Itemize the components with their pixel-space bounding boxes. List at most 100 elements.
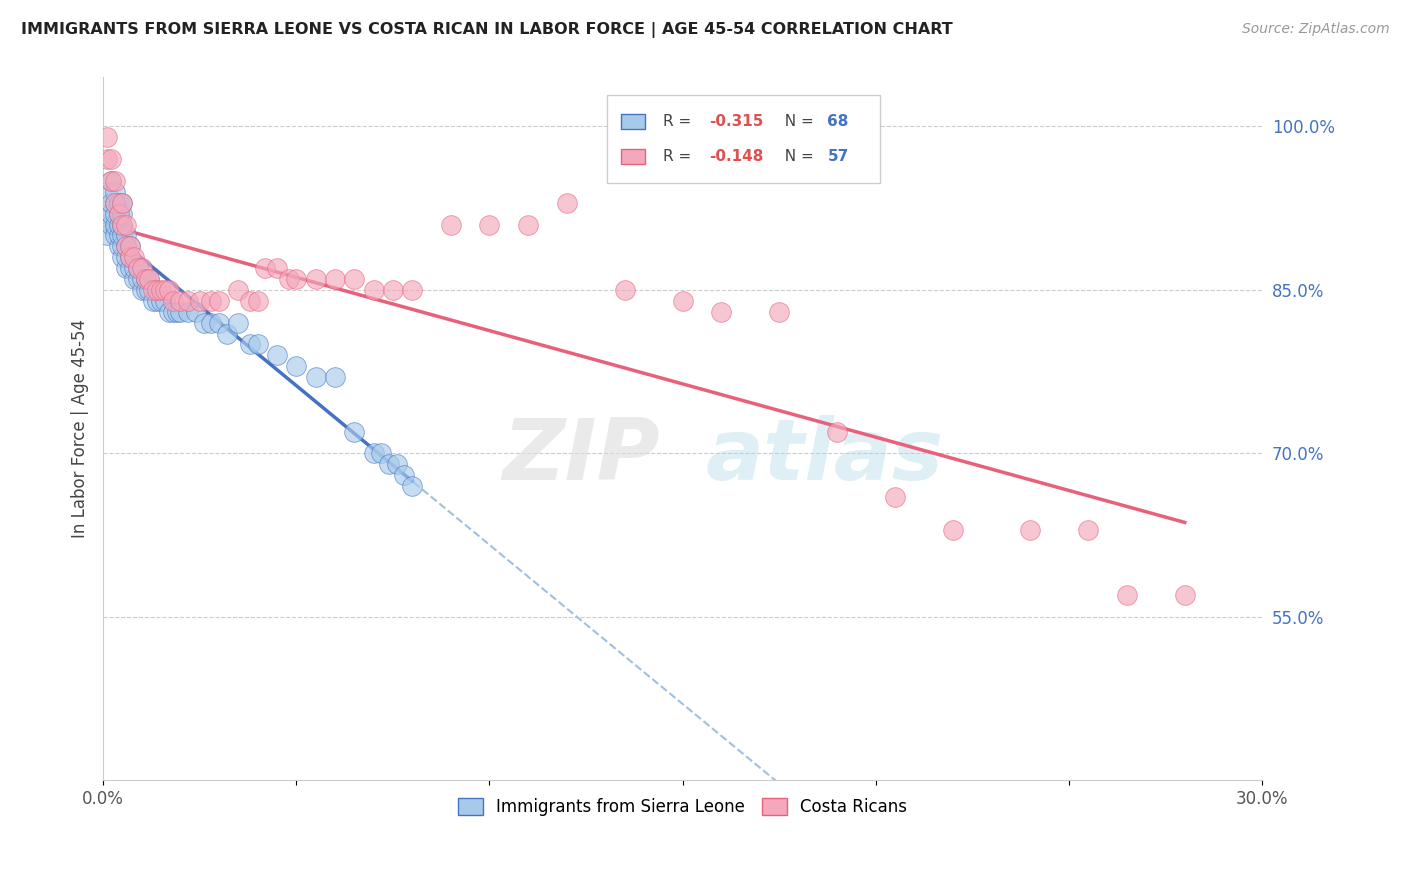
Point (100, 207, 122, 221)
Text: 57: 57 (828, 149, 849, 164)
Point (517, 218, 540, 232)
Point (100, 195, 122, 210)
Point (135, 283, 157, 297)
Point (150, 283, 173, 297)
Point (1115, 588, 1137, 602)
Point (96, 228, 118, 243)
Point (111, 218, 134, 232)
Point (120, 250, 142, 264)
Point (146, 293, 169, 308)
Point (107, 207, 129, 221)
Point (111, 218, 134, 232)
Point (135, 272, 157, 286)
Point (104, 207, 127, 221)
Point (266, 261, 288, 276)
Text: ZIP: ZIP (502, 416, 659, 499)
Point (115, 228, 138, 243)
Point (343, 272, 366, 286)
Point (1174, 588, 1197, 602)
Point (381, 283, 404, 297)
Point (162, 293, 184, 308)
Point (169, 304, 191, 318)
Point (208, 293, 231, 308)
Point (111, 207, 134, 221)
Point (177, 293, 200, 308)
Point (107, 228, 129, 243)
Point (122, 261, 145, 276)
Point (122, 272, 145, 286)
Point (200, 293, 222, 308)
Text: 68: 68 (828, 114, 849, 129)
Point (115, 218, 138, 232)
Point (100, 174, 122, 188)
Point (277, 272, 299, 286)
Point (304, 272, 326, 286)
Point (385, 457, 408, 471)
Point (343, 425, 366, 439)
Point (127, 261, 149, 276)
Point (228, 316, 250, 330)
Point (1077, 523, 1099, 537)
Point (370, 446, 392, 460)
Point (246, 293, 269, 308)
Point (127, 261, 149, 276)
Point (142, 293, 165, 308)
Point (115, 261, 138, 276)
Point (138, 272, 160, 286)
Point (153, 283, 176, 297)
Bar (621, 150, 645, 164)
Point (111, 195, 134, 210)
Point (138, 272, 160, 286)
Point (162, 304, 184, 318)
Point (107, 207, 129, 221)
Point (378, 457, 401, 471)
Text: R =: R = (662, 149, 696, 164)
Point (104, 174, 127, 188)
Bar (607, 95, 880, 183)
Point (138, 283, 160, 297)
Point (111, 250, 134, 264)
Point (120, 261, 142, 276)
Point (111, 239, 134, 253)
Bar (621, 114, 645, 129)
Point (440, 218, 463, 232)
Point (111, 195, 134, 210)
Point (96, 130, 118, 145)
Point (363, 446, 385, 460)
Text: N =: N = (775, 114, 818, 129)
Point (111, 228, 134, 243)
Point (153, 293, 176, 308)
Point (285, 359, 308, 374)
Point (120, 250, 142, 264)
Point (246, 337, 269, 351)
Point (478, 218, 501, 232)
Point (104, 195, 127, 210)
Point (613, 283, 636, 297)
Point (401, 283, 423, 297)
Point (131, 261, 153, 276)
Point (157, 304, 180, 318)
Point (142, 283, 165, 297)
Point (208, 316, 231, 330)
Point (1019, 523, 1042, 537)
Point (555, 195, 578, 210)
Point (177, 304, 200, 318)
Point (394, 468, 416, 483)
Text: -0.148: -0.148 (709, 149, 763, 164)
Point (254, 261, 277, 276)
Point (239, 337, 262, 351)
Point (107, 195, 129, 210)
Point (100, 152, 122, 166)
Point (150, 293, 173, 308)
Legend: Immigrants from Sierra Leone, Costa Ricans: Immigrants from Sierra Leone, Costa Rica… (450, 789, 915, 825)
Point (363, 283, 385, 297)
Text: atlas: atlas (706, 416, 943, 499)
Text: Source: ZipAtlas.com: Source: ZipAtlas.com (1241, 22, 1389, 37)
Point (96, 152, 118, 166)
Point (127, 272, 149, 286)
Y-axis label: In Labor Force | Age 45-54: In Labor Force | Age 45-54 (72, 319, 89, 539)
Point (184, 304, 207, 318)
Point (104, 228, 127, 243)
Point (107, 239, 129, 253)
Point (710, 304, 733, 318)
